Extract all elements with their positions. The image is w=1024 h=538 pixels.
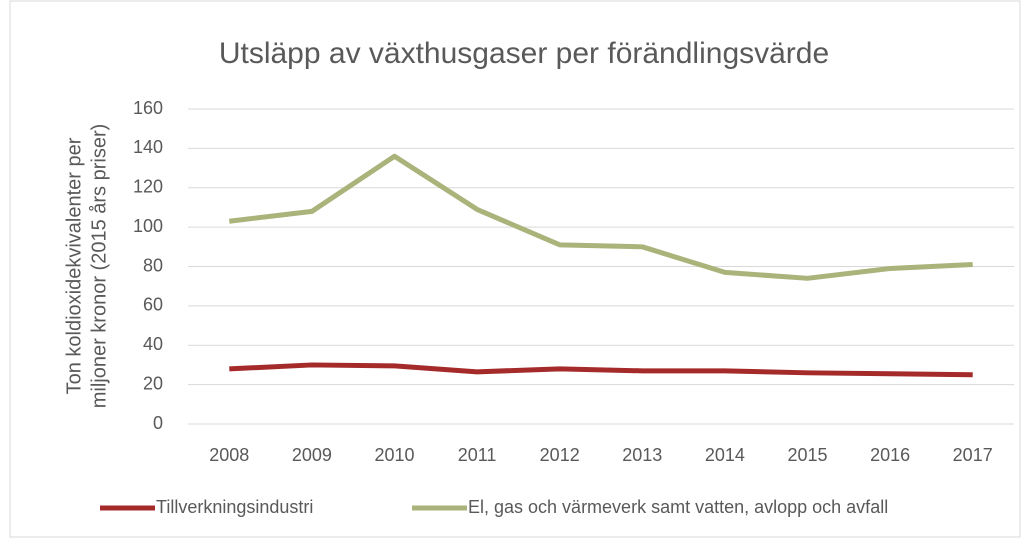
data-line	[229, 362, 973, 378]
chart-frame	[9, 0, 1021, 538]
y-tick-label: 140	[133, 137, 163, 157]
x-tick-label: 2013	[622, 445, 662, 465]
x-tick-label: 2010	[374, 445, 414, 465]
data-line	[229, 153, 973, 281]
chart-title: Utsläpp av växthusgaser per förändlingsv…	[219, 37, 829, 70]
x-tick-label: 2017	[953, 445, 993, 465]
legend-label: Tillverkningsindustri	[156, 497, 313, 517]
y-tick-label: 160	[133, 98, 163, 118]
y-tick-label: 40	[143, 334, 163, 354]
x-tick-label: 2015	[787, 445, 827, 465]
x-tick-label: 2011	[458, 445, 497, 465]
y-axis-title: Ton koldioxidekvivalenter per	[63, 137, 85, 394]
y-tick-label: 60	[143, 295, 163, 315]
x-tick-label: 2009	[292, 445, 332, 465]
x-tick-label: 2016	[870, 445, 910, 465]
y-tick-label: 80	[143, 255, 163, 275]
y-tick-label: 100	[133, 216, 163, 236]
legend-label: El, gas och värmeverk samt vatten, avlop…	[468, 497, 888, 517]
y-tick-label: 120	[133, 177, 163, 197]
y-axis-title: miljoner kronor (2015 års priser)	[88, 124, 110, 409]
y-tick-label: 0	[153, 413, 163, 433]
y-tick-label: 20	[143, 373, 163, 393]
x-tick-label: 2014	[705, 445, 745, 465]
x-tick-label: 2012	[540, 445, 580, 465]
x-tick-label: 2008	[209, 445, 249, 465]
